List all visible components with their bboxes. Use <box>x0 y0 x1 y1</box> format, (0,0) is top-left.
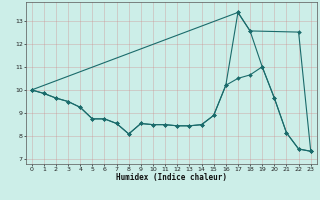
X-axis label: Humidex (Indice chaleur): Humidex (Indice chaleur) <box>116 173 227 182</box>
